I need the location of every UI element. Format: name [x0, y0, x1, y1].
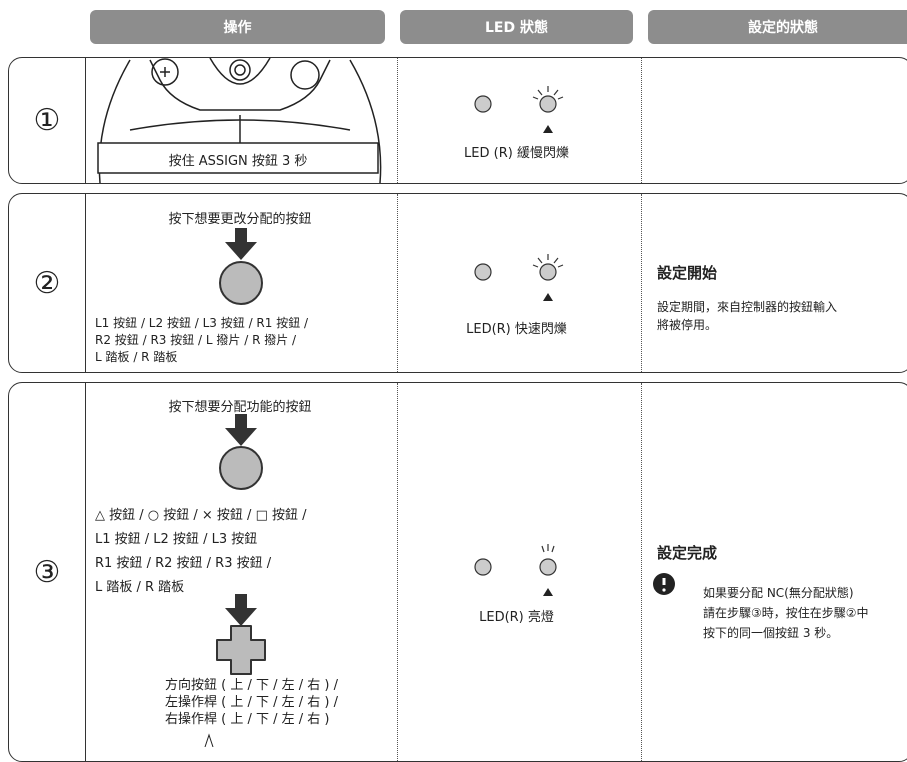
text-line: 右操作桿 ( 上 / 下 / 左 / 右 ): [165, 712, 330, 727]
status-note: 如果要分配 NC(無分配狀態) 請在步驟③時，按住在步驟②中 按下的同一個按鈕 …: [703, 583, 869, 643]
step-number: ③: [9, 383, 86, 761]
button-list: △ 按鈕 / ○ 按鈕 / × 按鈕 / □ 按鈕 / L1 按鈕 / L2 按…: [95, 504, 307, 600]
text-line: 左操作桿 ( 上 / 下 / 左 / 右 ) /: [165, 695, 338, 710]
status-text: 設定期間，來自控制器的按鈕輸入 將被停用。: [657, 298, 837, 334]
instruction: 按下想要更改分配的按鈕: [168, 212, 312, 227]
text-line: 方向按鈕 ( 上 / 下 / 左 / 右 ) /: [165, 678, 338, 693]
led-status: LED(R) 亮燈: [479, 610, 554, 625]
operation-label: 按住 ASSIGN 按鈕 3 秒: [168, 154, 308, 169]
text-line: L1 按鈕 / L2 按鈕 / L3 按鈕 / R1 按鈕 /: [95, 316, 309, 330]
status-title: 設定完成: [657, 544, 718, 562]
text-line: 設定期間，來自控制器的按鈕輸入: [657, 300, 838, 314]
step-number: ①: [9, 58, 86, 183]
column-header: 操作: [90, 10, 385, 44]
button-list: L1 按鈕 / L2 按鈕 / L3 按鈕 / R1 按鈕 / R2 按鈕 / …: [95, 315, 308, 366]
text-line: △ 按鈕 / ○ 按鈕 / × 按鈕 / □ 按鈕 /: [95, 508, 307, 523]
text-line: 按下的同一個按鈕 3 秒。: [703, 626, 839, 640]
text-line: L1 按鈕 / L2 按鈕 / L3 按鈕: [95, 532, 258, 547]
text-line: 將被停用。: [657, 318, 718, 332]
column-header: 設定的狀態: [648, 10, 907, 44]
step-row: ②: [8, 193, 907, 373]
column-header: LED 狀態: [400, 10, 633, 44]
step-number: ②: [9, 194, 86, 372]
led-status: LED(R) 快速閃爍: [466, 322, 567, 337]
text-line: 如果要分配 NC(無分配狀態): [703, 586, 854, 600]
text-line: L 踏板 / R 踏板: [95, 350, 178, 364]
instruction: 按下想要分配功能的按鈕: [168, 400, 312, 415]
text-line: L 踏板 / R 踏板: [95, 580, 185, 595]
status-title: 設定開始: [657, 264, 718, 282]
led-status: LED (R) 緩慢閃爍: [464, 146, 569, 161]
text-line: 請在步驟③時，按住在步驟②中: [703, 606, 869, 620]
text-line: R1 按鈕 / R2 按鈕 / R3 按鈕 /: [95, 556, 272, 571]
direction-list: 方向按鈕 ( 上 / 下 / 左 / 右 ) / 左操作桿 ( 上 / 下 / …: [165, 677, 338, 728]
step-row: ①: [8, 57, 907, 184]
text-line: R2 按鈕 / R3 按鈕 / L 撥片 / R 撥片 /: [95, 333, 297, 347]
